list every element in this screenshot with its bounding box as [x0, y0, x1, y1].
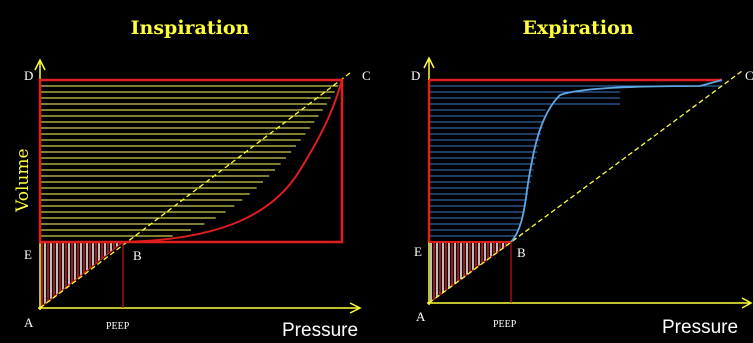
point-b-label: B	[133, 248, 142, 263]
inspiration-boundary-box	[38, 78, 344, 244]
pressure-axis-label: Pressure	[282, 320, 358, 341]
volume-axis-label: Volume	[13, 148, 33, 213]
expiration-panel: Expiration D C E B A PEEP Pressure	[411, 17, 753, 338]
peep-label: PEEP	[106, 321, 130, 332]
expiration-compliance-line	[428, 70, 743, 304]
expiration-fill-lines	[429, 85, 722, 237]
inspiration-curve	[122, 79, 343, 243]
point-d-label: D	[24, 68, 33, 83]
inspiration-title: Inspiration	[131, 17, 250, 39]
point-c-label-right: C	[745, 68, 753, 83]
expiration-y-axis-arrow	[423, 56, 435, 69]
inspiration-y-axis-arrow	[34, 58, 46, 71]
point-a-label: A	[24, 315, 34, 330]
inspiration-x-axis-arrow	[349, 302, 362, 314]
point-b-label-right: B	[517, 245, 526, 260]
expiration-curve	[510, 79, 723, 243]
peep-label-right: PEEP	[493, 319, 517, 330]
inspiration-panel: Inspiration D C E B A PEEP Pressure Volu…	[13, 17, 371, 341]
point-d-label-right: D	[411, 68, 420, 83]
point-e-label-right: E	[414, 244, 422, 259]
expiration-title: Expiration	[522, 17, 633, 39]
point-e-label: E	[24, 247, 32, 262]
inspiration-compliance-line	[39, 72, 351, 309]
expiration-x-axis-arrow	[741, 297, 753, 309]
pressure-axis-label-right: Pressure	[662, 317, 738, 338]
point-c-label: C	[362, 68, 371, 83]
point-a-label-right: A	[416, 309, 426, 324]
inspiration-work-hatch	[41, 242, 121, 307]
